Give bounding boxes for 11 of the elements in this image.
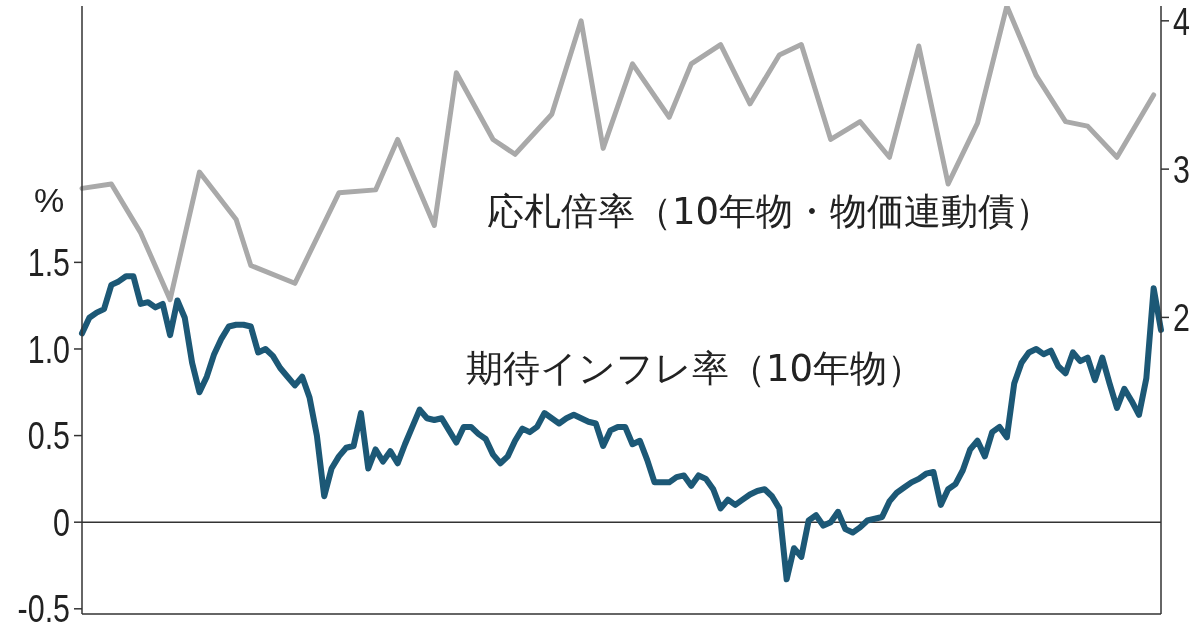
y2-tick-label: 2 bbox=[1173, 296, 1190, 339]
y2-tick-label: 3 bbox=[1173, 148, 1190, 191]
y-tick-label: 0 bbox=[53, 501, 70, 544]
y-tick-label: -0.5 bbox=[17, 588, 70, 630]
y-tick-label: 1.0 bbox=[27, 328, 70, 371]
series-label: 期待インフレ率（10年物） bbox=[466, 347, 925, 390]
y-axis-title: % bbox=[34, 181, 65, 219]
y-tick-label: 0.5 bbox=[27, 415, 70, 457]
y2-tick-label: 4 bbox=[1173, 0, 1190, 43]
y-tick-label: 1.5 bbox=[27, 241, 70, 284]
series-label: 応札倍率（10年物・物価連動債） bbox=[487, 190, 1053, 233]
